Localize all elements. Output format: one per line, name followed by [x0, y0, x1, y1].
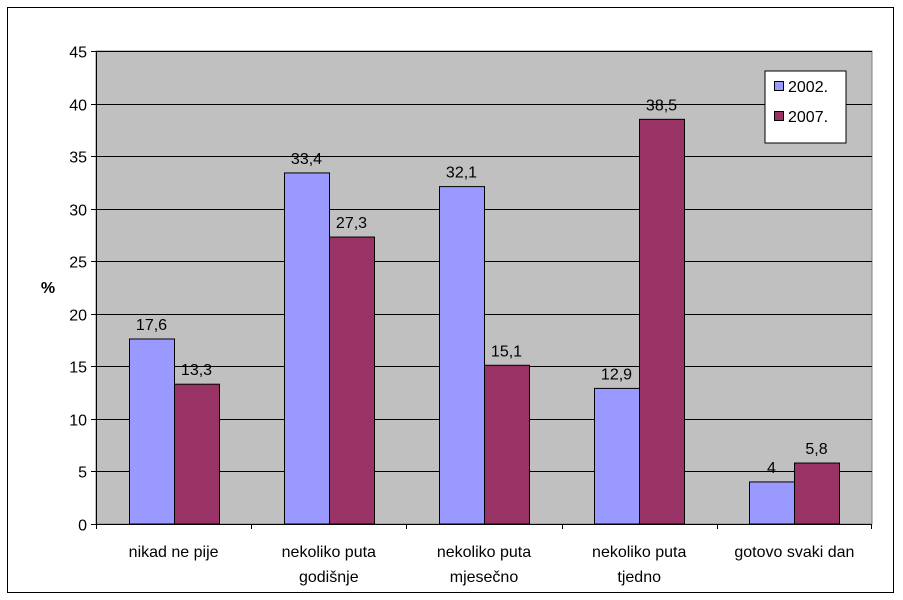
bar-2002-0 — [129, 338, 175, 525]
category-label: nekoliko puta — [282, 544, 376, 561]
legend-label: 2007. — [788, 109, 828, 126]
category-label: nekoliko puta — [592, 544, 686, 561]
tick-labels: 0 5 10 15 20 25 30 35 40 45 nikad ne pije nekoliko … — [69, 45, 854, 587]
legend-swatch — [774, 81, 784, 91]
data-label: 27,3 — [336, 215, 367, 232]
bar-2007-1 — [329, 236, 375, 525]
y-axis-label: % — [41, 280, 55, 297]
data-label: 17,6 — [136, 317, 167, 334]
category-label: nekoliko puta — [437, 544, 531, 561]
bar-2002-3 — [594, 387, 640, 525]
category-label: mjesečno — [450, 569, 519, 586]
category-label: tjedno — [617, 569, 661, 586]
y-tick-label: 40 — [69, 98, 87, 115]
y-tick-label: 20 — [69, 308, 87, 325]
bar-2002-2 — [439, 186, 485, 525]
y-tick-label: 30 — [69, 203, 87, 220]
bars — [129, 118, 840, 525]
bar-2007-2 — [484, 364, 530, 525]
data-label: 4 — [767, 460, 776, 477]
bar-2002-1 — [284, 172, 330, 525]
category-label: gotovo svaki dan — [734, 544, 854, 561]
data-label: 32,1 — [446, 165, 477, 182]
y-tick-label: 15 — [69, 360, 87, 377]
legend: 2002. 2007. — [764, 70, 847, 144]
category-label: nikad ne pije — [129, 544, 219, 561]
data-label: 38,5 — [646, 97, 677, 114]
data-labels: 17,6 13,3 33,4 27,3 32,1 15,1 12,9 38,5 4 5,8 — [136, 97, 828, 477]
axes — [91, 51, 872, 529]
y-tick-label: 0 — [78, 518, 87, 535]
legend-swatch — [774, 111, 784, 121]
bar-2007-0 — [174, 383, 220, 525]
bar-2007-3 — [639, 118, 685, 525]
category-label: godišnje — [299, 569, 359, 586]
y-tick-label: 25 — [69, 255, 87, 272]
bar-2002-4 — [749, 481, 795, 525]
data-label: 15,1 — [491, 343, 522, 360]
legend-label: 2002. — [788, 79, 828, 96]
data-label: 33,4 — [291, 151, 322, 168]
data-label: 12,9 — [601, 366, 632, 383]
bar-2007-4 — [794, 462, 840, 525]
y-tick-label: 45 — [69, 45, 87, 62]
data-label: 5,8 — [805, 441, 827, 458]
data-label: 13,3 — [181, 362, 212, 379]
y-tick-label: 10 — [69, 413, 87, 430]
y-tick-label: 5 — [78, 465, 87, 482]
y-tick-label: 35 — [69, 150, 87, 167]
